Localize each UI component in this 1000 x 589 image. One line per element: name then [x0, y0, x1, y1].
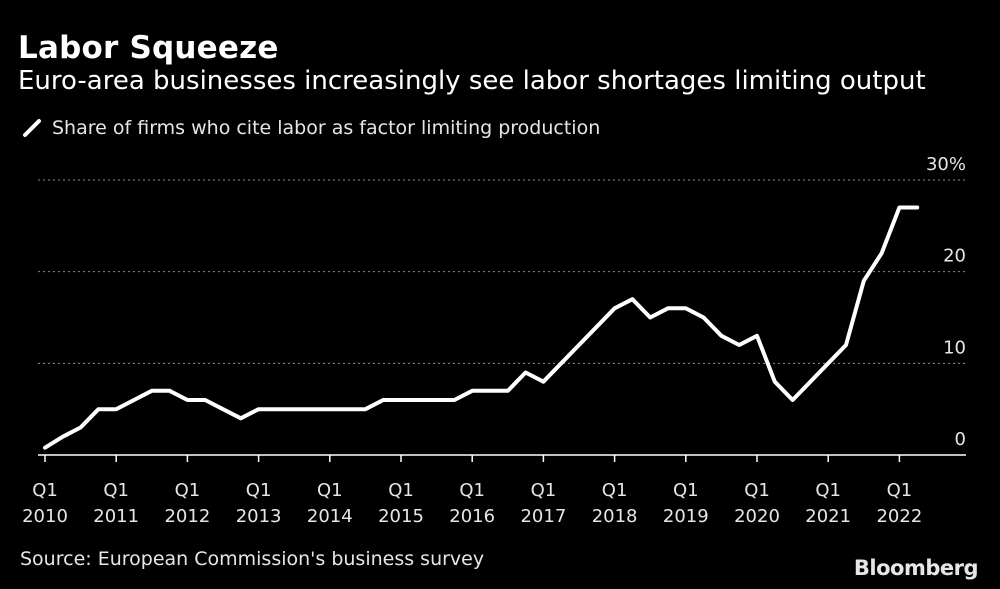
x-tick-label-year: 2019 [663, 506, 709, 527]
y-tick-label: 30% [926, 154, 966, 175]
data-point [898, 207, 900, 208]
data-point [916, 207, 918, 208]
y-tick-label: 0 [955, 429, 966, 450]
x-tick-label-year: 2011 [93, 506, 139, 527]
legend: Share of firms who cite labor as factor … [22, 117, 600, 139]
data-point [560, 362, 562, 364]
data-point [703, 317, 705, 318]
data-point [418, 399, 420, 401]
bloomberg-logo: Bloomberg [853, 556, 979, 580]
data-point [792, 399, 794, 401]
x-tick-label-year: 2021 [805, 506, 851, 527]
x-tick-label-year: 2012 [164, 506, 210, 527]
source-note: Source: European Commission's business s… [20, 548, 485, 570]
data-point [845, 344, 847, 346]
data-point [97, 408, 99, 410]
data-point [738, 344, 740, 346]
x-tick-label-quarter: Q1 [602, 480, 628, 501]
data-point [222, 408, 224, 410]
legend-line-icon [23, 119, 41, 137]
data-point [329, 408, 331, 410]
data-point [667, 307, 669, 309]
data-point [649, 317, 651, 318]
data-point [881, 252, 883, 254]
data-point [774, 381, 776, 383]
series-line [43, 205, 920, 450]
data-point [809, 381, 811, 383]
x-tick-label-quarter: Q1 [103, 480, 129, 501]
x-tick-label-quarter: Q1 [317, 480, 343, 501]
data-point [133, 399, 135, 401]
y-tick-label: 20 [943, 246, 966, 267]
x-tick-label-year: 2020 [734, 506, 780, 527]
data-point [578, 344, 580, 346]
x-tick-label-quarter: Q1 [246, 480, 272, 501]
x-tick-label-year: 2015 [378, 506, 424, 527]
data-point [275, 408, 277, 410]
data-point [62, 436, 64, 438]
x-tick-label-quarter: Q1 [744, 480, 770, 501]
data-point [453, 399, 455, 401]
data-point [240, 417, 242, 419]
data-point [400, 399, 402, 401]
chart-title: Labor Squeeze [18, 30, 279, 66]
x-tick-label-year: 2017 [520, 506, 566, 527]
data-point [44, 447, 46, 449]
x-tick-label-quarter: Q1 [815, 480, 841, 501]
x-tick-label-year: 2018 [592, 506, 638, 527]
x-tick-label-quarter: Q1 [459, 480, 485, 501]
data-point [489, 390, 491, 392]
x-tick-label-quarter: Q1 [175, 480, 201, 501]
x-tick-label-year: 2010 [22, 506, 68, 527]
data-point [115, 408, 117, 410]
x-tick-label-year: 2016 [449, 506, 495, 527]
data-point [169, 390, 171, 392]
data-point [720, 335, 722, 337]
data-point [685, 307, 687, 309]
x-tick-label-quarter: Q1 [673, 480, 699, 501]
data-point [542, 381, 544, 383]
data-point [827, 362, 829, 364]
data-point [436, 399, 438, 401]
x-tick-label-year: 2022 [876, 506, 922, 527]
data-point [863, 280, 865, 282]
data-point [382, 399, 384, 401]
x-tick-label-year: 2014 [307, 506, 353, 527]
x-tick-label-quarter: Q1 [388, 480, 414, 501]
data-point [631, 298, 633, 300]
data-point [80, 427, 82, 428]
x-tick-label-quarter: Q1 [531, 480, 557, 501]
data-point [293, 408, 295, 410]
data-point [311, 408, 313, 410]
x-tick-label-year: 2013 [236, 506, 282, 527]
data-point [347, 408, 349, 410]
data-point [364, 408, 366, 410]
chart-subtitle: Euro-area businesses increasingly see la… [18, 66, 926, 96]
x-tick-label-quarter: Q1 [887, 480, 913, 501]
legend-label: Share of firms who cite labor as factor … [52, 117, 601, 139]
data-point [756, 335, 758, 337]
data-point [186, 399, 188, 401]
data-point [614, 307, 616, 309]
data-point [258, 408, 260, 410]
data-point [471, 390, 473, 392]
y-tick-label: 10 [943, 337, 966, 358]
data-point [507, 390, 509, 392]
data-point [596, 326, 598, 328]
data-point [525, 372, 527, 373]
x-tick-label-quarter: Q1 [32, 480, 58, 501]
data-point [204, 399, 206, 401]
data-point [151, 390, 153, 392]
